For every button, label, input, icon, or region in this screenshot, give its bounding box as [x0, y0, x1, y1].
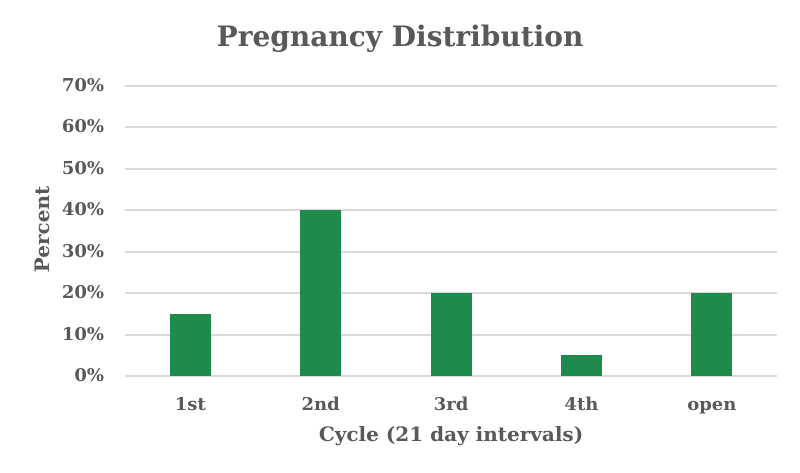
- y-tick-label-0%: 0%: [74, 365, 104, 386]
- bar-open: [691, 293, 733, 376]
- y-tick-label-60%: 60%: [61, 116, 104, 138]
- gridline-60: [125, 126, 777, 129]
- y-tick-label-50%: 50%: [61, 157, 104, 179]
- gridline-0: [125, 375, 777, 377]
- plot-area: [125, 85, 777, 377]
- y-tick-label-30%: 30%: [61, 240, 104, 262]
- y-tick-label-20%: 20%: [61, 282, 104, 304]
- x-tick-label-open: open: [687, 394, 737, 415]
- x-tick-label-2nd: 2nd: [301, 394, 340, 415]
- bar-1st: [169, 313, 211, 376]
- y-tick-label-70%: 70%: [61, 75, 104, 96]
- x-tick-label-3rd: 3rd: [433, 394, 469, 415]
- x-axis-title: Cycle (21 day intervals): [318, 422, 584, 446]
- bar-2nd: [300, 210, 342, 376]
- bar-3rd: [430, 293, 472, 376]
- gridline-50: [125, 167, 777, 170]
- x-tick-label-4th: 4th: [564, 394, 599, 415]
- gridline-40: [125, 209, 777, 212]
- chart-title: Pregnancy Distribution: [216, 20, 584, 53]
- x-tick-label-1st: 1st: [174, 394, 206, 415]
- y-tick-label-40%: 40%: [61, 199, 104, 221]
- y-tick-label-10%: 10%: [61, 323, 104, 345]
- gridline-30: [125, 250, 777, 253]
- bar-4th: [560, 355, 602, 376]
- gridline-70: [125, 85, 777, 87]
